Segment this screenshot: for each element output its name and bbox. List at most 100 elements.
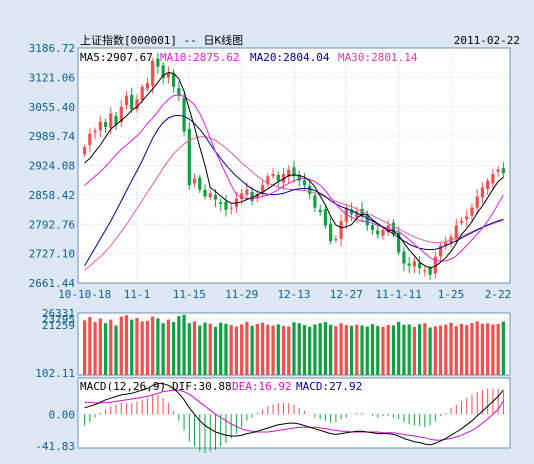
volume-bar bbox=[240, 324, 244, 375]
macd-legend-dif: DIF:30.88 bbox=[172, 380, 232, 393]
legend-ma20: MA20:2804.04 bbox=[250, 51, 330, 64]
candle-body bbox=[329, 223, 333, 242]
candle-body bbox=[365, 215, 369, 226]
x-tick-label: 11-1-11 bbox=[376, 288, 422, 301]
candle-body bbox=[402, 251, 406, 264]
candle-body bbox=[240, 193, 244, 200]
volume-bar bbox=[313, 324, 317, 375]
volume-bar bbox=[198, 325, 202, 375]
volume-bar bbox=[130, 319, 134, 375]
volume-bar bbox=[88, 317, 92, 375]
volume-bar bbox=[496, 323, 500, 375]
volume-bar bbox=[266, 324, 270, 375]
candle-body bbox=[250, 191, 254, 201]
volume-bar bbox=[344, 325, 348, 375]
volume-y-tick-label: 102.11 bbox=[35, 367, 75, 380]
volume-bar bbox=[339, 323, 343, 375]
volume-bar bbox=[428, 327, 432, 375]
candle-body bbox=[187, 128, 191, 186]
volume-bar bbox=[171, 322, 176, 375]
price-y-tick-label: 2792.76 bbox=[29, 218, 75, 231]
volume-bar bbox=[260, 322, 265, 375]
candle-body bbox=[391, 222, 396, 235]
legend-ma5: MA5:2907.67 bbox=[80, 51, 153, 64]
macd-legend-macd: MACD:27.92 bbox=[296, 380, 362, 393]
candle-body bbox=[297, 174, 301, 181]
candle-body bbox=[501, 168, 506, 174]
candle-body bbox=[260, 185, 265, 193]
candle-body bbox=[370, 225, 375, 230]
candle-body bbox=[454, 225, 458, 239]
candle-body bbox=[82, 147, 87, 155]
volume-bar bbox=[470, 323, 474, 375]
candle-body bbox=[177, 88, 181, 96]
ma5-line bbox=[84, 71, 504, 269]
candle-body bbox=[491, 174, 495, 184]
price-y-tick-label: 3121.06 bbox=[29, 71, 75, 84]
volume-bar bbox=[418, 324, 422, 375]
volume-bar bbox=[82, 320, 87, 375]
x-tick-label: 12-13 bbox=[277, 288, 310, 301]
volume-y-tick-label: 26331 bbox=[42, 307, 75, 320]
candle-body bbox=[407, 263, 411, 266]
candle-body bbox=[323, 209, 328, 226]
volume-bar bbox=[151, 316, 155, 375]
candle-body bbox=[428, 267, 432, 275]
candle-body bbox=[161, 65, 165, 78]
candle-body bbox=[381, 229, 385, 236]
candle-body bbox=[219, 202, 223, 205]
volume-bar bbox=[287, 326, 291, 375]
volume-bar bbox=[365, 326, 369, 375]
volume-bar bbox=[135, 318, 139, 375]
candle-body bbox=[208, 193, 212, 198]
x-tick-label: 2-22 bbox=[485, 288, 512, 301]
candle-body bbox=[465, 216, 469, 220]
candle-body bbox=[459, 221, 464, 223]
candle-body bbox=[88, 133, 92, 145]
volume-bar bbox=[219, 322, 223, 375]
volume-y-tick-label: 21259 bbox=[42, 319, 75, 332]
volume-bar bbox=[449, 322, 453, 375]
volume-bar bbox=[119, 316, 123, 375]
candle-body bbox=[386, 225, 390, 233]
volume-bar bbox=[224, 323, 228, 375]
x-tick-label: 11-15 bbox=[173, 288, 206, 301]
volume-bar bbox=[491, 324, 495, 375]
candle-body bbox=[192, 178, 197, 184]
volume-bar bbox=[376, 326, 380, 375]
candle-body bbox=[308, 185, 312, 195]
volume-bar bbox=[124, 315, 129, 375]
price-y-tick-label: 2989.74 bbox=[29, 130, 76, 143]
volume-bar bbox=[208, 323, 212, 375]
candle-body bbox=[182, 97, 186, 132]
volume-bar bbox=[140, 321, 144, 375]
volume-bar bbox=[156, 318, 160, 375]
volume-bar bbox=[480, 323, 485, 375]
candle-body bbox=[339, 221, 343, 239]
candle-body bbox=[119, 106, 123, 123]
volume-bar bbox=[386, 325, 390, 375]
candle-body bbox=[171, 72, 176, 87]
candle-body bbox=[438, 245, 443, 257]
price-y-tick-label: 2661.44 bbox=[29, 277, 76, 290]
candle-body bbox=[245, 189, 249, 195]
macd-y-tick-label: -41.83 bbox=[35, 440, 75, 453]
candle-body bbox=[224, 201, 228, 210]
price-y-tick-label: 3186.72 bbox=[29, 42, 75, 55]
volume-bar bbox=[486, 323, 490, 375]
candle-body bbox=[318, 209, 322, 213]
volume-bar bbox=[103, 323, 108, 375]
dif-line bbox=[84, 383, 504, 446]
volume-bar bbox=[318, 323, 322, 375]
candle-body bbox=[281, 174, 286, 183]
candle-body bbox=[313, 195, 317, 208]
candle-body bbox=[166, 72, 170, 78]
candle-body bbox=[198, 177, 202, 190]
candle-body bbox=[276, 174, 280, 181]
chart-title: 上证指数[000001] -- 日K线图 bbox=[80, 33, 243, 47]
ma10-line bbox=[84, 94, 504, 262]
macd-y-tick-label: 0.00 bbox=[49, 408, 76, 421]
volume-bar bbox=[423, 323, 427, 375]
candle-body bbox=[109, 113, 113, 129]
volume-bar bbox=[93, 322, 97, 375]
